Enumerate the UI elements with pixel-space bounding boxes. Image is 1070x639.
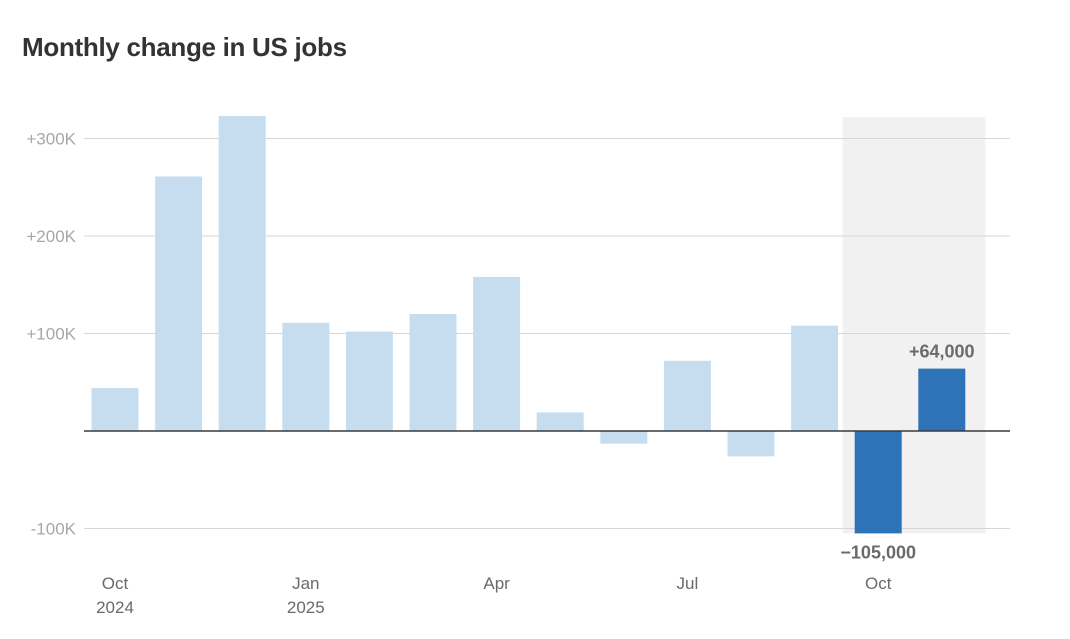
y-tick-label: +200K <box>26 227 76 246</box>
bar <box>536 412 584 431</box>
bar <box>409 314 457 431</box>
bar <box>791 325 839 431</box>
label-layer: +300K +200K +100K -100K Oct 2024 Jan 2025 Apr Jul… <box>26 130 974 618</box>
bar-layer <box>91 116 966 534</box>
x-tick-year-label: 2025 <box>287 598 325 617</box>
x-tick-label: Apr <box>483 574 510 593</box>
bar <box>600 431 648 444</box>
bar <box>282 322 330 431</box>
y-tick-label: +100K <box>26 325 76 344</box>
bar <box>854 431 902 534</box>
bar <box>345 331 393 431</box>
bar <box>91 388 139 431</box>
chart-title: Monthly change in US jobs <box>22 32 347 62</box>
data-label: +64,000 <box>909 342 975 362</box>
x-tick-label: Oct <box>102 574 129 593</box>
bar <box>218 116 266 431</box>
y-tick-label: -100K <box>31 520 77 539</box>
bar <box>918 368 966 431</box>
x-tick-label: Oct <box>865 574 892 593</box>
bar <box>155 176 203 431</box>
x-tick-label: Jan <box>292 574 319 593</box>
bar <box>727 431 775 457</box>
x-tick-year-label: 2024 <box>96 598 134 617</box>
data-label: −105,000 <box>840 542 916 562</box>
bar <box>663 360 711 431</box>
bar <box>473 276 521 431</box>
y-tick-label: +300K <box>26 130 76 149</box>
x-tick-label: Jul <box>677 574 699 593</box>
